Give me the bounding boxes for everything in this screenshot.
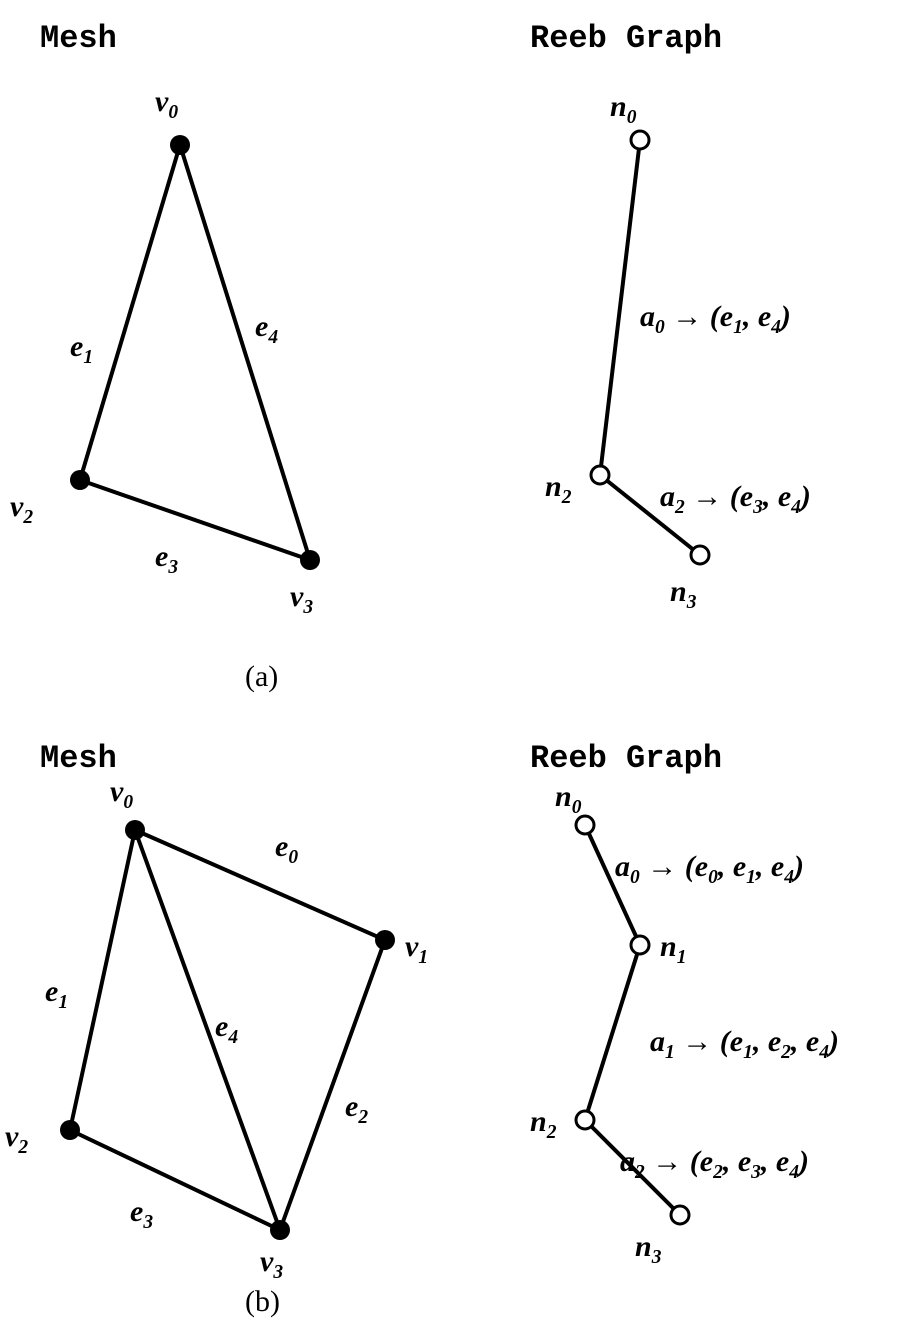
b-reeb-node-label-n3: n3 <box>635 1230 661 1269</box>
a-reeb-arc-label-1: a2 → (e3, e4) <box>660 480 811 519</box>
a-mesh-vertex-label-v2: v2 <box>10 490 33 529</box>
heading-a_mesh: Mesh <box>40 20 117 57</box>
a-mesh-vertex-label-v3: v3 <box>290 580 313 619</box>
a-mesh-edge-label-1: e4 <box>255 310 278 349</box>
b-mesh-edge-label-4: e4 <box>215 1010 238 1049</box>
a-reeb-node-label-n2: n2 <box>545 470 571 509</box>
diagram-page: Mesh Reeb Graph Mesh Reeb Graph (a) (b) e1 e4 e3… <box>0 0 907 1333</box>
caption-b: (b) <box>245 1285 280 1319</box>
heading-a_reeb: Reeb Graph <box>530 20 722 57</box>
a-reeb-arc-label-0: a0 → (e1, e4) <box>640 300 791 339</box>
b-reeb-node-label-n1: n1 <box>660 930 686 969</box>
caption-a: (a) <box>245 660 278 694</box>
a-mesh-edge-label-0: e1 <box>70 330 93 369</box>
a-mesh-vertex-label-v0: v0 <box>155 85 178 124</box>
heading-b_reeb: Reeb Graph <box>530 740 722 777</box>
b-reeb-node-label-n0: n0 <box>555 780 581 819</box>
b-reeb-arc-label-2: a2 → (e2, e3, e4) <box>620 1145 809 1184</box>
heading-b_mesh: Mesh <box>40 740 117 777</box>
a-mesh-edge-label-2: e3 <box>155 540 178 579</box>
a-reeb-node-label-n0: n0 <box>610 90 636 129</box>
b-mesh-vertex-label-v3: v3 <box>260 1245 283 1284</box>
b-mesh-vertex-label-v0: v0 <box>110 775 133 814</box>
diagram-svg <box>0 0 907 1333</box>
b-reeb-arc-label-0: a0 → (e0, e1, e4) <box>615 850 804 889</box>
b-reeb-arc-label-1: a1 → (e1, e2, e4) <box>650 1025 839 1064</box>
b-mesh-edge-label-1: e1 <box>45 975 68 1014</box>
b-mesh-vertex-label-v1: v1 <box>405 930 428 969</box>
b-reeb-node-label-n2: n2 <box>530 1105 556 1144</box>
b-mesh-edge-label-3: e3 <box>130 1195 153 1234</box>
b-mesh-edge-label-2: e2 <box>345 1090 368 1129</box>
a-reeb-node-label-n3: n3 <box>670 575 696 614</box>
b-mesh-edge-label-0: e0 <box>275 830 298 869</box>
b-mesh-vertex-label-v2: v2 <box>5 1120 28 1159</box>
